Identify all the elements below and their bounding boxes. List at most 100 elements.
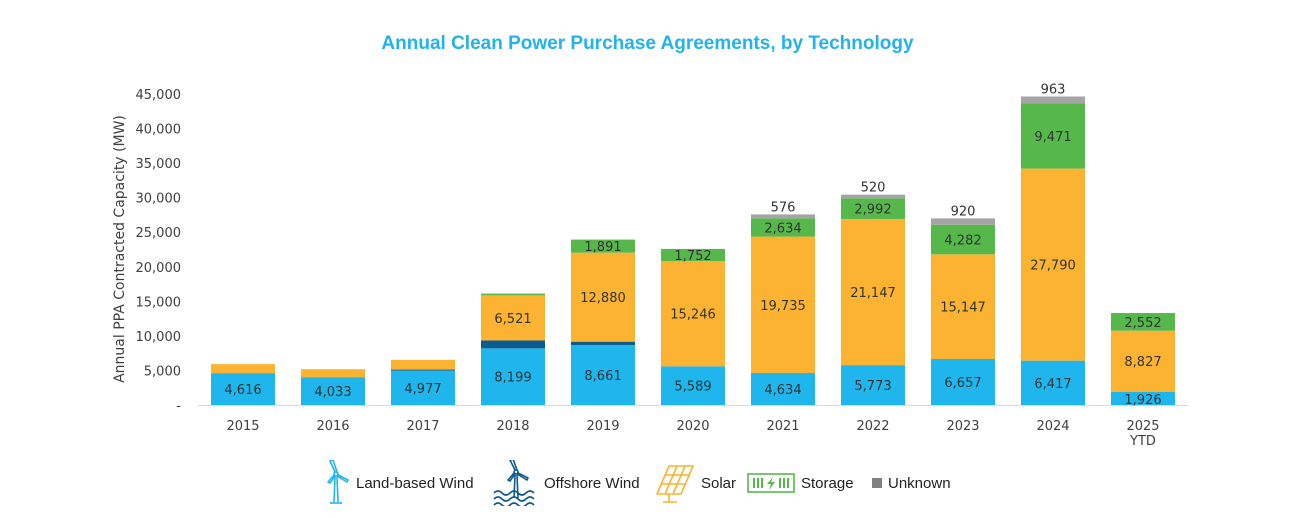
bar-segment-solar-2019 — [571, 252, 635, 342]
data-label: 5,589 — [674, 380, 711, 395]
bar-segment-land-based-wind-2018 — [481, 348, 545, 405]
bar-segment-land-based-wind-2021 — [751, 372, 815, 405]
bar-segment-solar-2024 — [1021, 168, 1085, 361]
bar-segment-storage-2019 — [571, 239, 635, 253]
data-label: 19,735 — [760, 299, 806, 314]
bar-segment-land-based-wind-2016 — [301, 377, 365, 405]
y-tick-label: 20,000 — [136, 261, 182, 276]
chart-title: Annual Clean Power Purchase Agreements, … — [381, 33, 914, 54]
legend-item-storage: Storage — [747, 458, 854, 508]
bar-segment-storage-2023 — [931, 224, 995, 255]
data-label: 6,521 — [494, 312, 531, 327]
bar-segment-land-based-wind-2015 — [211, 373, 275, 405]
bar-segment-unknown-2024 — [1021, 96, 1085, 104]
x-tick-label: 2019 — [586, 419, 619, 434]
bar-segment-storage-2020 — [661, 248, 725, 262]
legend-item-unknown: Unknown — [872, 458, 951, 508]
data-label: 2,634 — [764, 221, 801, 236]
data-label: 6,657 — [944, 376, 981, 391]
legend: Land-based Wind Offshore Wind — [0, 458, 1295, 508]
legend-label-offshore-wind: Offshore Wind — [544, 474, 640, 492]
square-icon — [872, 478, 882, 488]
data-label: 1,752 — [674, 249, 711, 264]
bar-segment-solar-2020 — [661, 261, 725, 367]
data-label: 2,992 — [854, 203, 891, 218]
data-label: 5,773 — [854, 379, 891, 394]
x-tick-label: 2017 — [406, 419, 439, 434]
data-label: 4,033 — [314, 385, 351, 400]
bar-segment-solar-2023 — [931, 254, 995, 359]
bar-segment-unknown-2023 — [931, 218, 995, 225]
data-label: 15,246 — [670, 308, 716, 323]
data-label: 2,552 — [1124, 316, 1161, 331]
x-tick-label: 2021 — [766, 419, 799, 434]
legend-label-land-wind: Land-based Wind — [356, 474, 474, 492]
bar-segment-storage-2018 — [481, 293, 545, 296]
bar-segment-unknown-2022 — [841, 194, 905, 199]
data-label: 9,471 — [1034, 130, 1071, 145]
x-tick-label: 2018 — [496, 419, 529, 434]
bar-segment-unknown-2021 — [751, 214, 815, 219]
data-label: 4,282 — [944, 234, 981, 249]
x-tick-label: 2020 — [676, 419, 709, 434]
bar-segment-offshore-wind-2018 — [481, 340, 545, 349]
bars: 4,616 4,033 4,977 8,199 6,521 8,661 12,880 1,89… — [211, 82, 1175, 408]
data-label: 576 — [771, 200, 796, 215]
x-axis: 2015 2016 2017 2018 2019 2020 2021 2022 2023 2024… — [226, 419, 1159, 449]
bar-segment-storage-2022 — [841, 198, 905, 219]
data-label: 27,790 — [1030, 259, 1076, 274]
bar-segment-land-based-wind-2020 — [661, 366, 725, 405]
y-axis: - 5,000 10,000 15,000 20,000 25,000 30,000 35,0… — [136, 88, 182, 414]
bar-segment-offshore-wind-2017 — [391, 369, 455, 371]
data-label: 8,661 — [584, 369, 621, 384]
y-tick-label: - — [176, 399, 181, 414]
x-tick-label: 2024 — [1036, 419, 1069, 434]
land-wind-icon — [327, 460, 349, 504]
bar-segment-storage-2021 — [751, 218, 815, 237]
bar-segment-solar-2025-ytd — [1111, 330, 1175, 392]
x-tick-label: 2022 — [856, 419, 889, 434]
data-label: 1,891 — [584, 240, 621, 255]
data-label: 15,147 — [940, 301, 986, 316]
legend-item-land-wind: Land-based Wind — [324, 458, 474, 508]
offshore-wind-icon — [493, 460, 535, 506]
y-tick-label: 25,000 — [136, 226, 182, 241]
data-label: 1,926 — [1124, 393, 1161, 408]
bar-segment-land-based-wind-2024 — [1021, 360, 1085, 405]
bar-segment-land-based-wind-2019 — [571, 345, 635, 405]
bar-segment-land-based-wind-2023 — [931, 358, 995, 405]
legend-label-solar: Solar — [701, 474, 737, 492]
solar-panel-icon — [656, 465, 694, 503]
data-label: 12,880 — [580, 291, 626, 306]
bar-segment-solar-2015 — [211, 364, 275, 374]
bar-segment-solar-2022 — [841, 218, 905, 366]
bar-segment-offshore-wind-2019 — [571, 341, 635, 346]
legend-label-storage: Storage — [801, 474, 854, 492]
data-label: 8,199 — [494, 371, 531, 386]
bar-segment-land-based-wind-2017 — [391, 370, 455, 405]
data-label: 4,977 — [404, 382, 441, 397]
battery-storage-icon — [747, 473, 795, 493]
bar-segment-solar-2017 — [391, 359, 455, 370]
y-tick-label: 40,000 — [136, 123, 182, 138]
bar-segment-land-based-wind-2025-ytd — [1111, 391, 1175, 405]
y-tick-label: 10,000 — [136, 330, 182, 345]
y-tick-label: 30,000 — [136, 192, 182, 207]
bar-segment-solar-2016 — [301, 369, 365, 378]
y-tick-label: 35,000 — [136, 157, 182, 172]
bar-segment-storage-2024 — [1021, 103, 1085, 169]
x-tick-label: 2025 — [1126, 419, 1159, 434]
data-label: 520 — [861, 181, 886, 196]
data-label: 6,417 — [1034, 377, 1071, 392]
legend-item-offshore-wind: Offshore Wind — [492, 458, 640, 508]
y-axis-label: Annual PPA Contracted Capacity (MW) — [112, 115, 128, 383]
y-tick-label: 45,000 — [136, 88, 182, 103]
data-label: 8,827 — [1124, 355, 1161, 370]
x-tick-label: 2023 — [946, 419, 979, 434]
legend-item-solar: Solar — [655, 458, 736, 508]
bar-segment-storage-2025-ytd — [1111, 313, 1175, 331]
bar-segment-solar-2018 — [481, 295, 545, 341]
x-tick-label: 2015 — [226, 419, 259, 434]
data-label: 4,616 — [224, 383, 261, 398]
chart-plot: - 5,000 10,000 15,000 20,000 25,000 30,000 35,0… — [112, 82, 1188, 449]
